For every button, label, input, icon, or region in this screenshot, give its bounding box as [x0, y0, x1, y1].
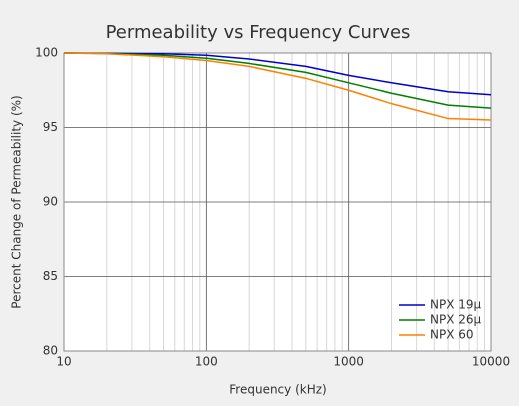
x-tick-label: 100: [195, 355, 218, 369]
series-line: [63, 52, 492, 96]
y-tick-label: 100: [35, 46, 58, 60]
x-axis-label: Frequency (kHz): [229, 383, 326, 397]
y-tick-label: 95: [43, 120, 58, 134]
x-tick-label: 1000: [333, 355, 364, 369]
x-tick-label: 10: [56, 355, 71, 369]
chart-title: Permeability vs Frequency Curves: [106, 22, 411, 43]
series-line: [63, 52, 492, 121]
legend-label: NPX 60: [430, 328, 474, 342]
plot-border: [63, 52, 492, 352]
y-axis-label: Percent Change of Permeability (%): [10, 95, 24, 308]
y-tick-label: 90: [43, 195, 58, 209]
legend-label: NPX 19μ: [430, 298, 482, 312]
x-tick-label: 10000: [472, 355, 510, 369]
series-line: [63, 52, 492, 109]
legend-label: NPX 26μ: [430, 313, 482, 327]
y-tick-label: 85: [43, 269, 58, 283]
y-tick-label: 80: [43, 344, 58, 358]
